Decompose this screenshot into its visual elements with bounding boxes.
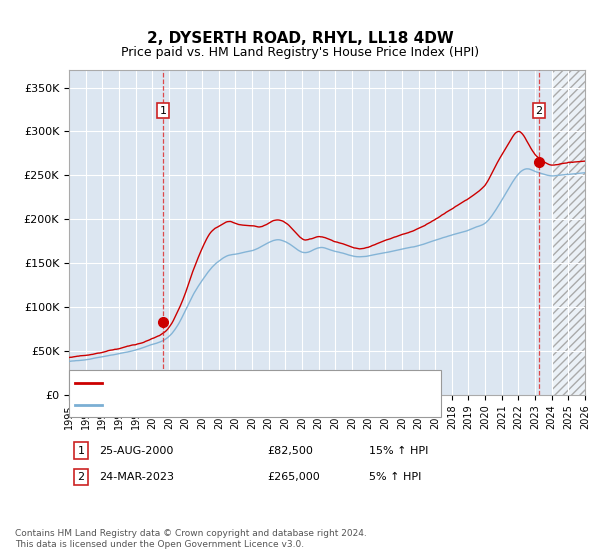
Text: £265,000: £265,000 (267, 472, 320, 482)
Text: 5% ↑ HPI: 5% ↑ HPI (369, 472, 421, 482)
Text: 2: 2 (77, 472, 85, 482)
Text: 15% ↑ HPI: 15% ↑ HPI (369, 446, 428, 456)
Text: HPI: Average price, detached house, Denbighshire: HPI: Average price, detached house, Denb… (106, 400, 368, 410)
Text: Price paid vs. HM Land Registry's House Price Index (HPI): Price paid vs. HM Land Registry's House … (121, 46, 479, 59)
Text: 2: 2 (535, 106, 542, 115)
Bar (552, 70, 585, 395)
Text: 1: 1 (77, 446, 85, 456)
Text: 2, DYSERTH ROAD, RHYL, LL18 4DW: 2, DYSERTH ROAD, RHYL, LL18 4DW (146, 31, 454, 46)
Text: £82,500: £82,500 (267, 446, 313, 456)
Text: 25-AUG-2000: 25-AUG-2000 (99, 446, 173, 456)
Text: 1: 1 (160, 106, 167, 115)
Text: 24-MAR-2023: 24-MAR-2023 (99, 472, 174, 482)
Text: 2, DYSERTH ROAD, RHYL, LL18 4DW (detached house): 2, DYSERTH ROAD, RHYL, LL18 4DW (detache… (106, 378, 388, 388)
Text: Contains HM Land Registry data © Crown copyright and database right 2024.
This d: Contains HM Land Registry data © Crown c… (15, 529, 367, 549)
